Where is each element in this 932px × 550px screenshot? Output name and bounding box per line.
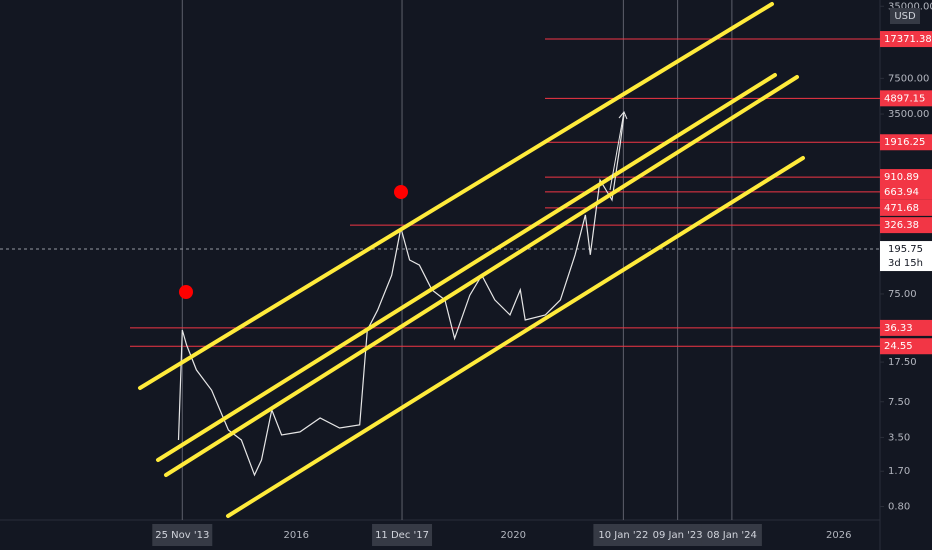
countdown-label: 3d 15h: [888, 258, 923, 269]
peak-marker: [394, 185, 408, 199]
x-tick-label: 10 Jan '22: [598, 530, 648, 541]
level-label-box: [880, 134, 932, 151]
channel-line: [226, 156, 805, 518]
level-label: 471.68: [884, 203, 919, 214]
y-tick-label: 0.80: [888, 502, 910, 513]
y-tick-label: 7500.00: [888, 73, 929, 84]
level-label: 663.94: [884, 187, 919, 198]
date-label-box: [701, 524, 762, 546]
level-label: 910.89: [884, 172, 919, 183]
date-label-box: [372, 524, 433, 546]
level-label: 4897.15: [884, 93, 925, 104]
level-label: 24.55: [884, 341, 913, 352]
level-label-box: [880, 169, 932, 186]
crosshair-label: 195.75: [888, 244, 923, 255]
level-label-box: [880, 217, 932, 234]
channel-lines: [138, 2, 805, 518]
level-label: 36.33: [884, 323, 913, 334]
y-tick-label: 75.00: [888, 289, 917, 300]
y-tick-label: 3500.00: [888, 109, 929, 120]
y-tick-label: 17.50: [888, 357, 917, 368]
currency-label: USD: [894, 11, 916, 22]
level-label: 17371.38: [884, 34, 932, 45]
price-line: [177, 114, 625, 477]
y-tick-label: 35000.00: [888, 1, 932, 12]
x-tick-label: 2020: [501, 530, 526, 541]
x-tick-label: 2026: [826, 530, 851, 541]
channel-line: [138, 2, 774, 390]
level-label-box: [880, 319, 932, 336]
x-tick-label: 09 Jan '23: [653, 530, 703, 541]
y-tick-label: 7.50: [888, 397, 910, 408]
x-tick-label: 11 Dec '17: [375, 530, 429, 541]
level-label: 326.38: [884, 220, 919, 231]
y-tick-label: 3.50: [888, 432, 910, 443]
date-label-box: [647, 524, 708, 546]
x-tick-label: 2016: [284, 530, 309, 541]
level-label-box: [880, 31, 932, 48]
projection-arrow: [609, 111, 628, 191]
date-label-box: [152, 524, 213, 546]
level-label-box: [880, 90, 932, 107]
currency-box: [890, 8, 920, 24]
level-label-box: [880, 199, 932, 216]
channel-line: [164, 75, 799, 477]
level-label: 1916.25: [884, 137, 925, 148]
level-label-box: [880, 338, 932, 355]
date-label-box: [593, 524, 654, 546]
x-tick-label: 08 Jan '24: [707, 530, 757, 541]
peak-marker: [179, 285, 193, 299]
channel-line: [156, 73, 777, 462]
crosshair-label-box: [880, 241, 932, 272]
y-tick-label: 1.70: [888, 466, 910, 477]
x-tick-label: 25 Nov '13: [155, 530, 209, 541]
level-label-box: [880, 183, 932, 200]
